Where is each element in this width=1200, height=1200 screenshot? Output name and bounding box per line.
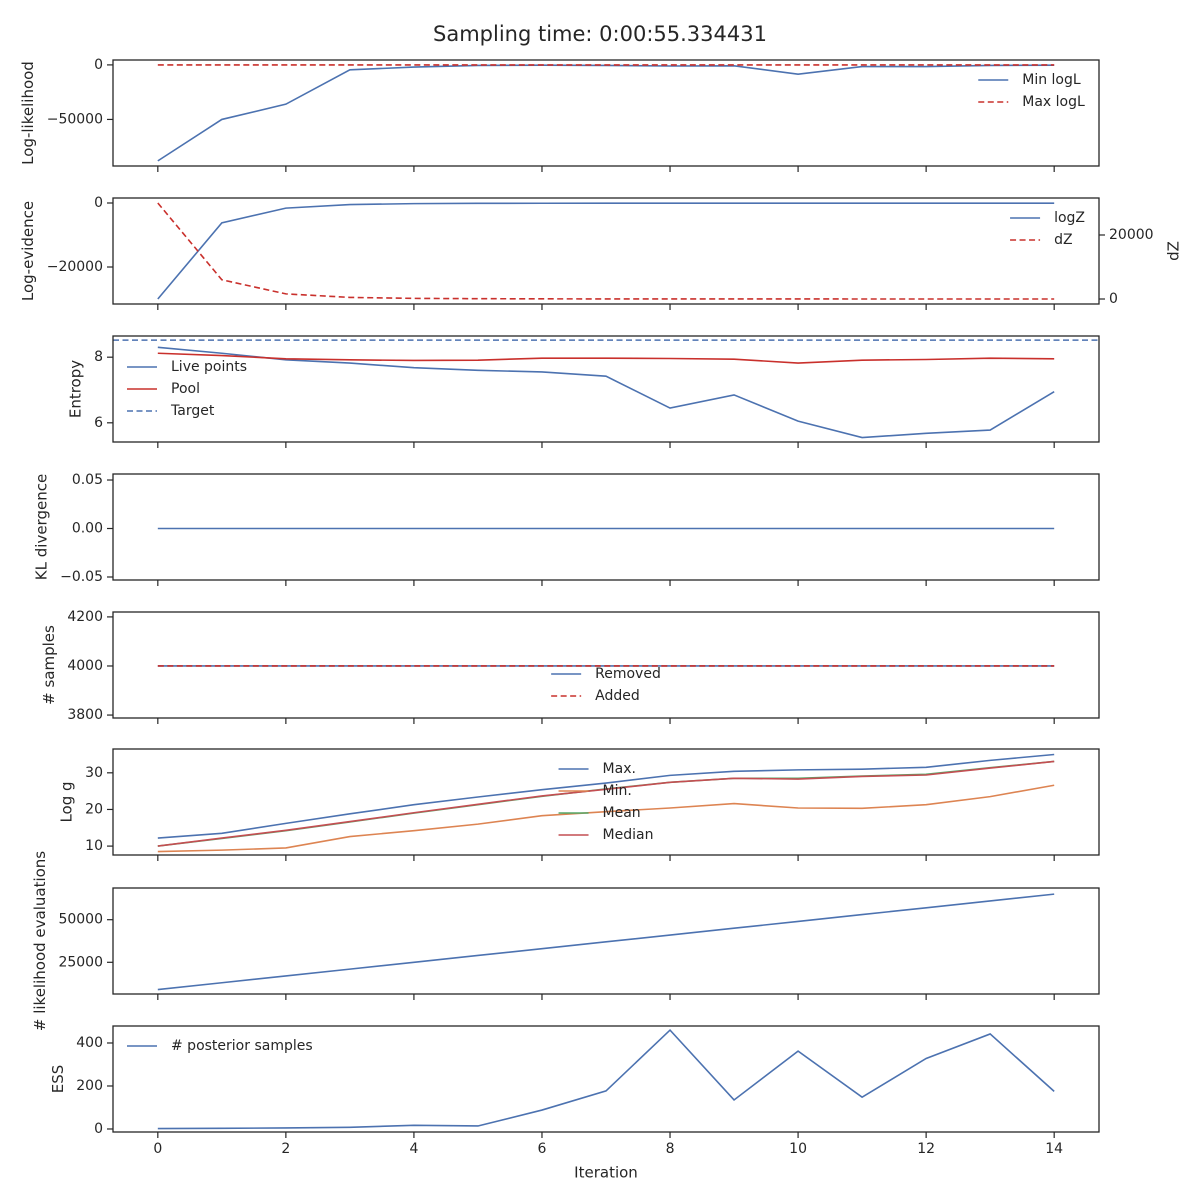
axes-frame [112,197,1100,305]
axes-frame [112,59,1100,167]
x-tick-label: 4 [409,1141,418,1157]
legend-label: Median [603,827,654,843]
legend-label: Live points [171,359,247,375]
axes-frame [112,473,1100,581]
series-line [157,346,1055,439]
legend-label: Max logL [1022,94,1085,110]
y-tick-label: 20 [85,801,103,817]
series-line [157,1028,1055,1130]
x-tick-label: 8 [666,1141,675,1157]
axes-frame [112,335,1100,443]
series-line [157,202,1055,300]
x-tick-label: 14 [1045,1141,1063,1157]
axes-frame [112,887,1100,995]
y-tick-label: 0 [94,57,103,73]
legend-label: Removed [595,666,661,682]
x-tick-label: 2 [281,1141,290,1157]
y-tick-label: 400 [76,1035,103,1051]
y2-axis-label: dZ [1165,241,1183,261]
y-axis-label: Log-likelihood [19,61,37,165]
y-tick-label: 0.00 [72,521,103,537]
y-tick-label: 10 [85,838,103,854]
y-tick-label: 4000 [67,658,103,674]
x-tick-label: 6 [538,1141,547,1157]
y-tick-label: 4200 [67,609,103,625]
legend-label: Pool [171,381,200,397]
y-tick-label: 30 [85,765,103,781]
y-tick-label: 50000 [58,912,103,928]
y-tick-label: 0 [94,1121,103,1137]
y-tick-label: 25000 [58,954,103,970]
y-tick-label: 0.05 [72,472,103,488]
y-axis-label: ESS [49,1065,67,1094]
axes-frame [112,611,1100,719]
series-line [157,893,1055,991]
x-axis-label: Iteration [574,1164,638,1182]
y-tick-label: −20000 [47,259,103,275]
x-tick-label: 12 [917,1141,935,1157]
y-tick-label: −50000 [47,111,103,127]
legend-label: Max. [603,761,636,777]
y-axis-label: # samples [40,625,58,705]
x-tick-label: 0 [153,1141,162,1157]
legend-label: # posterior samples [171,1038,313,1054]
y-tick-label: 8 [94,349,103,365]
y-tick-label: 200 [76,1078,103,1094]
series-line [157,352,1055,364]
legend-label: dZ [1054,232,1072,248]
legend-label: Mean [603,805,641,821]
y-axis-label: KL divergence [33,474,51,580]
axes-frame [112,748,1100,856]
y-axis-label: Log g [58,781,76,822]
x-tick-label: 10 [789,1141,807,1157]
y-tick-label: 0 [94,195,103,211]
axes-frame [112,1025,1100,1133]
figure-title: Sampling time: 0:00:55.334431 [433,22,767,46]
y-axis-label: Entropy [67,360,85,418]
series-line [157,760,1055,847]
series-line [157,784,1055,853]
y-tick-label: 3800 [67,707,103,723]
series-line [157,64,1055,162]
legend-label: Min. [603,783,632,799]
y-tick-label: 6 [94,415,103,431]
legend-label: logZ [1054,210,1085,226]
series-line [157,202,1055,300]
legend-label: Min logL [1022,72,1081,88]
legend-label: Target [170,403,215,419]
y-tick-label: −0.05 [60,569,103,585]
y2-tick-label: 0 [1109,291,1118,307]
series-line [157,753,1055,839]
legend-label: Added [595,688,640,704]
y2-tick-label: 20000 [1109,227,1154,243]
y-axis-label: Log-evidence [19,201,37,301]
y-axis-label: # likelihood evaluations [31,851,49,1031]
